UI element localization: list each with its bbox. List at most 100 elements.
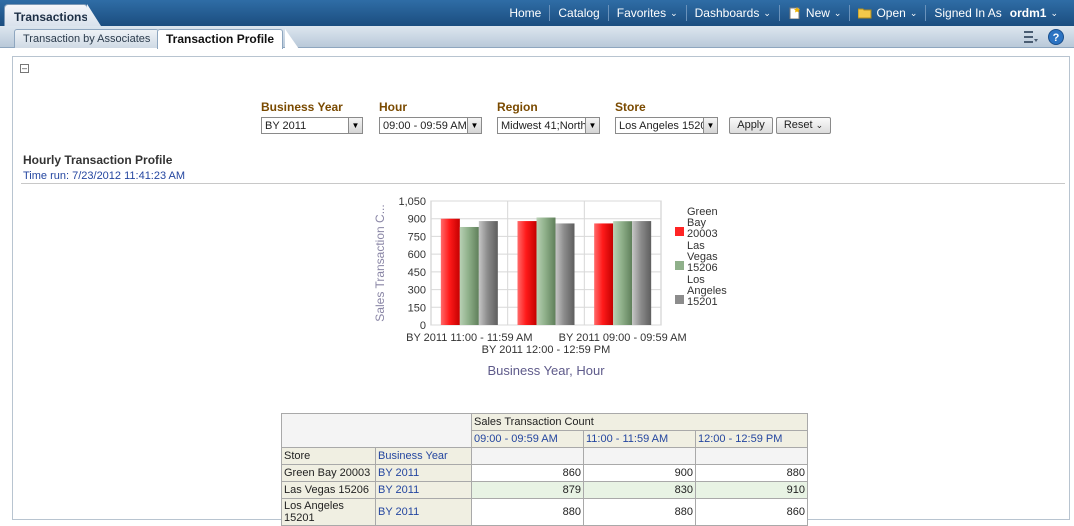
table-row: Green Bay 20003 BY 2011 860 900 880	[281, 464, 808, 482]
collapse-icon[interactable]: –	[20, 63, 29, 73]
open-folder-icon	[858, 8, 872, 19]
store-cell: Las Vegas 15206	[281, 481, 376, 499]
nav-new-label: New	[805, 6, 830, 20]
nav-catalog[interactable]: Catalog	[550, 5, 609, 21]
column-header[interactable]: 12:00 - 12:59 PM	[695, 430, 808, 448]
legend-label: Bay	[687, 217, 706, 229]
legend-label: Los	[687, 274, 705, 286]
app-tab-edge	[87, 4, 101, 26]
value-cell: 860	[695, 498, 808, 526]
nav-open[interactable]: Open ⌄	[850, 5, 927, 21]
global-header: Transactions Home Catalog Favorites ⌄ Das…	[0, 0, 1074, 26]
business-year-cell[interactable]: BY 2011	[375, 481, 472, 499]
tab-transaction-profile[interactable]: Transaction Profile	[157, 29, 284, 49]
column-header[interactable]: 11:00 - 11:59 AM	[583, 430, 696, 448]
table-row: Los Angeles 15201 BY 2011 880 880 860	[281, 498, 808, 526]
bar	[478, 221, 498, 325]
bar	[632, 221, 652, 325]
chevron-down-icon: ⌄	[670, 8, 678, 18]
y-tick-label: 1,050	[398, 196, 426, 208]
value-cell: 860	[471, 464, 584, 482]
x-tick-label: BY 2011 09:00 - 09:59 AM	[559, 332, 687, 344]
nav-dashboards[interactable]: Dashboards ⌄	[687, 5, 780, 21]
chevron-down-icon: ⌄	[909, 8, 918, 18]
region-select[interactable]: Midwest 41;North ▼	[497, 117, 600, 134]
nav-home[interactable]: Home	[501, 5, 551, 21]
signed-in-label: Signed In As	[934, 6, 1002, 20]
app-title: Transactions	[14, 10, 89, 24]
value-cell: 879	[471, 481, 584, 499]
title-divider	[21, 183, 1065, 184]
value-cell: 910	[695, 481, 808, 499]
legend-label: 15201	[687, 296, 718, 308]
x-tick-label: BY 2011 12:00 - 12:59 PM	[482, 344, 611, 356]
store-label: Store	[615, 100, 646, 114]
y-tick-label: 750	[408, 231, 426, 243]
bar	[555, 223, 575, 325]
store-cell: Green Bay 20003	[281, 464, 376, 482]
value-cell: 880	[583, 498, 696, 526]
bar	[459, 226, 479, 325]
store-select[interactable]: Los Angeles 15201 ▼	[615, 117, 718, 134]
help-icon[interactable]: ?	[1048, 29, 1064, 45]
nav-catalog-label: Catalog	[558, 6, 600, 20]
y-axis-title: Sales Transaction C...	[373, 204, 387, 321]
time-run: Time run: 7/23/2012 11:41:23 AM	[23, 170, 186, 182]
y-tick-label: 300	[408, 285, 426, 297]
reset-label: Reset	[783, 119, 813, 131]
dashboard-tab-bar: Transaction by Associates Transaction Pr…	[0, 26, 1074, 49]
chevron-down-icon: ⌄	[833, 8, 842, 18]
legend-swatch	[675, 295, 684, 304]
chevron-down-icon: ⌄	[763, 8, 771, 18]
legend-label: Vegas	[687, 251, 718, 263]
bar	[517, 221, 537, 325]
business-year-cell[interactable]: BY 2011	[375, 464, 472, 482]
hour-select[interactable]: 09:00 - 09:59 AM ▼	[379, 117, 482, 134]
row-header-store: Store	[281, 447, 376, 465]
nav-favorites[interactable]: Favorites ⌄	[609, 5, 687, 21]
dashboard-content: – Business Year BY 2011 ▼ Hour 09:00 - 0…	[12, 56, 1070, 526]
measure-header: Sales Transaction Count	[471, 413, 808, 431]
dropdown-arrow-icon: ▼	[467, 118, 481, 133]
nav-new[interactable]: New ⌄	[780, 5, 851, 21]
table-blank	[583, 447, 696, 465]
legend-label: Green	[687, 206, 718, 218]
app-title-tab[interactable]: Transactions	[4, 4, 88, 26]
business-year-cell[interactable]: BY 2011	[375, 498, 472, 526]
y-tick-label: 0	[420, 320, 426, 332]
bar	[613, 221, 633, 325]
region-value: Midwest 41;North	[501, 120, 587, 132]
pivot-table: Sales Transaction Count 09:00 - 09:59 AM…	[281, 413, 808, 526]
tab-transaction-by-associates[interactable]: Transaction by Associates	[14, 29, 160, 48]
nav-signed-in[interactable]: Signed In As ordm1 ⌄	[926, 5, 1066, 21]
table-row: Las Vegas 15206 BY 2011 879 830 910	[281, 481, 808, 499]
reset-button[interactable]: Reset ⌄	[776, 117, 831, 134]
dropdown-arrow-icon: ▼	[348, 118, 362, 133]
page-options-icon[interactable]	[1024, 30, 1038, 44]
business-year-select[interactable]: BY 2011 ▼	[261, 117, 363, 134]
bar	[536, 217, 556, 325]
dropdown-arrow-icon: ▼	[585, 118, 599, 133]
transaction-chart: 0 150 300 450 600 750 900 1,050 BY 2011 11:00 - …	[373, 196, 727, 378]
column-header[interactable]: 09:00 - 09:59 AM	[471, 430, 584, 448]
apply-label: Apply	[737, 119, 765, 131]
apply-button[interactable]: Apply	[729, 117, 773, 134]
region-label: Region	[497, 100, 538, 114]
hour-label: Hour	[379, 100, 407, 114]
legend-label: 15206	[687, 262, 718, 274]
business-year-value: BY 2011	[265, 120, 307, 132]
x-tick-label: BY 2011 11:00 - 11:59 AM	[406, 332, 532, 344]
bar	[594, 223, 614, 325]
report-title: Hourly Transaction Profile	[23, 153, 173, 167]
y-tick-label: 450	[408, 267, 426, 279]
chevron-down-icon: ⌄	[1050, 8, 1058, 18]
dropdown-arrow-icon: ▼	[703, 118, 717, 133]
nav-open-label: Open	[876, 6, 906, 20]
store-value: Los Angeles 15201	[619, 120, 713, 132]
value-cell: 900	[583, 464, 696, 482]
row-header-business-year[interactable]: Business Year	[375, 447, 472, 465]
legend-swatch	[675, 261, 684, 270]
value-cell: 880	[695, 464, 808, 482]
legend-label: Las	[687, 240, 705, 252]
nav-home-label: Home	[509, 6, 542, 20]
